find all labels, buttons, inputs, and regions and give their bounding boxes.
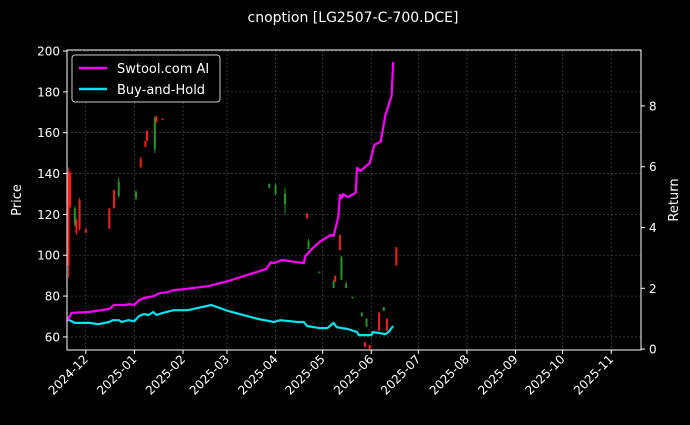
candle-body [135, 191, 138, 199]
candle-body [108, 208, 111, 229]
plot-frame [66, 49, 642, 351]
candle-body [351, 296, 354, 299]
y-axis-left: 60 80 100 120 140 160 180 200 [37, 45, 67, 344]
candle-body [305, 213, 308, 219]
candle-body [363, 342, 366, 348]
candle-body [155, 116, 158, 123]
candle-body [84, 228, 87, 233]
candle-body [307, 240, 310, 250]
candle-body [153, 118, 156, 150]
candle-body [385, 318, 388, 331]
y2-tick-label: 8 [649, 99, 657, 113]
candle-body [368, 345, 371, 350]
y2-tick-label: 2 [649, 282, 657, 296]
y-tick-label: 80 [45, 290, 60, 304]
candle-body [360, 312, 363, 317]
candle-body [382, 307, 385, 311]
candle-body [345, 283, 348, 288]
candle-body [78, 200, 81, 229]
y-tick-label: 160 [37, 126, 60, 140]
y-tick-label: 200 [37, 45, 60, 59]
ai-return-line [66, 61, 395, 322]
candle-body [318, 271, 321, 274]
y-axis-right: 0 2 4 6 8 [641, 99, 657, 357]
candle-body [365, 318, 368, 327]
candle-body [161, 118, 164, 120]
candle-body [338, 234, 341, 251]
candle-body [144, 140, 147, 148]
candle-body [145, 130, 148, 141]
candle-body [395, 247, 398, 266]
legend: Swtool.com AI Buy-and-Hold [71, 54, 221, 103]
y2-tick-label: 6 [649, 160, 657, 174]
legend-label-bh: Buy-and-Hold [117, 83, 205, 98]
y-tick-label: 100 [37, 249, 60, 263]
candle-body [73, 208, 76, 225]
y-tick-label: 60 [45, 330, 60, 344]
y-axis-label: Price [10, 184, 25, 216]
candle-body [274, 185, 277, 194]
candle-body [283, 193, 286, 205]
buy-and-hold-line [66, 303, 395, 337]
y-tick-label: 180 [37, 85, 60, 99]
candle-body [340, 257, 343, 280]
y2-axis-label: Return [667, 178, 682, 221]
candle-body [332, 281, 335, 288]
candle-body [113, 189, 116, 209]
candle-body [67, 171, 70, 266]
candle-body [117, 181, 120, 197]
y-tick-label: 140 [37, 167, 60, 181]
y2-tick-label: 4 [649, 221, 657, 235]
candle-body [378, 312, 381, 331]
y-tick-label: 120 [37, 208, 60, 222]
candle-body [268, 183, 271, 188]
candle-body [139, 159, 142, 168]
candlesticks [67, 116, 398, 350]
candle-body [75, 220, 78, 233]
candle-body [69, 173, 72, 207]
legend-label-ai: Swtool.com AI [117, 62, 209, 77]
return-lines [66, 61, 395, 337]
y2-tick-label: 0 [649, 343, 657, 357]
chart-title: cnoption [LG2507-C-700.DCE] [248, 10, 459, 26]
candle-body [334, 275, 337, 282]
